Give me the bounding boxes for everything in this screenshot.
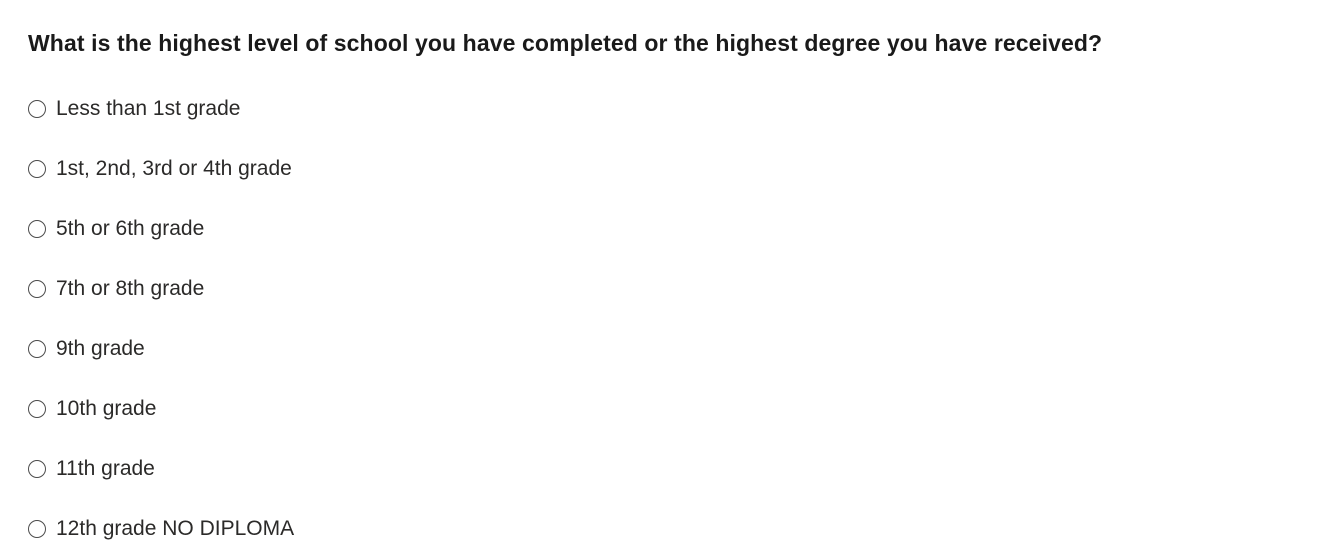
- radio-button-icon[interactable]: [28, 280, 46, 298]
- radio-option[interactable]: 11th grade: [28, 439, 1298, 499]
- radio-option-label: 5th or 6th grade: [56, 217, 205, 240]
- radio-button-icon[interactable]: [28, 460, 46, 478]
- radio-option-label: 12th grade NO DIPLOMA: [56, 517, 295, 540]
- radio-button-icon[interactable]: [28, 220, 46, 238]
- radio-option-label: 1st, 2nd, 3rd or 4th grade: [56, 157, 292, 180]
- radio-button-icon[interactable]: [28, 400, 46, 418]
- question-title: What is the highest level of school you …: [28, 30, 1103, 56]
- radio-option[interactable]: Less than 1st grade: [28, 79, 1298, 139]
- radio-option-label: Less than 1st grade: [56, 97, 241, 120]
- radio-button-icon[interactable]: [28, 520, 46, 538]
- radio-option-label: 9th grade: [56, 337, 145, 360]
- radio-button-icon[interactable]: [28, 340, 46, 358]
- radio-option-label: 10th grade: [56, 397, 157, 420]
- radio-option-label: 11th grade: [56, 457, 155, 480]
- radio-button-icon[interactable]: [28, 100, 46, 118]
- radio-option[interactable]: 12th grade NO DIPLOMA: [28, 499, 1298, 550]
- radio-option[interactable]: 10th grade: [28, 379, 1298, 439]
- radio-option[interactable]: 7th or 8th grade: [28, 259, 1298, 319]
- radio-option[interactable]: 1st, 2nd, 3rd or 4th grade: [28, 139, 1298, 199]
- options-list: Less than 1st grade 1st, 2nd, 3rd or 4th…: [28, 79, 1298, 550]
- radio-button-icon[interactable]: [28, 160, 46, 178]
- radio-option[interactable]: 9th grade: [28, 319, 1298, 379]
- radio-option-label: 7th or 8th grade: [56, 277, 205, 300]
- radio-option[interactable]: 5th or 6th grade: [28, 199, 1298, 259]
